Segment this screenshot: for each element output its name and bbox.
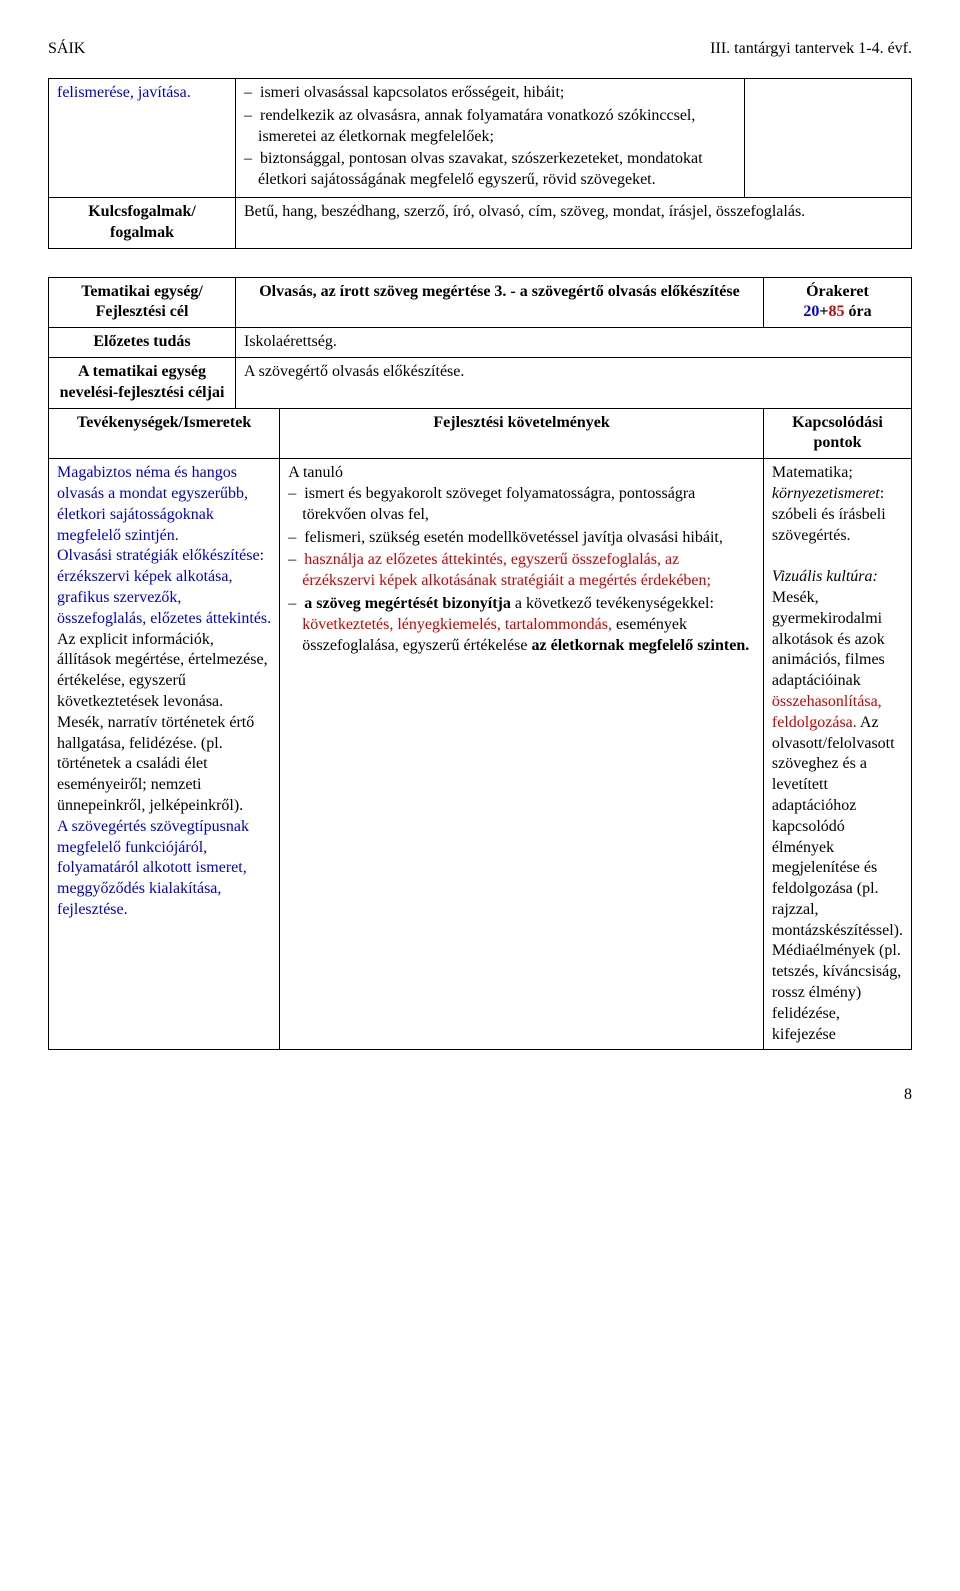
req-lead: A tanuló [288,464,343,481]
cell-thematic-label: Tematikai egység/ Fejlesztési cél [49,277,236,328]
cell-hours: Órakeret 20+85 óra [763,277,911,328]
header-left: SÁIK [48,40,85,58]
header-right: III. tantárgyi tantervek 1-4. évf. [710,40,912,58]
th-connections: Kapcsolódási pontok [763,408,911,459]
table-row: felismerése, javítása. ismeri olvasással… [49,79,912,198]
act-p2: Olvasási stratégiák előkészítése: érzéks… [57,547,271,626]
th-requirements: Fejlesztési követelmények [280,408,764,459]
cell-goals-label: A tematikai egység nevelési-fejlesztési … [49,357,236,408]
list-item: a szöveg megértését bizonyítja a követke… [302,594,755,656]
conn-p2-b: Az olvasott/felolvasott szöveghez és a l… [772,714,903,1043]
cell-activities: Magabiztos néma és hangos olvasás a mond… [49,459,280,1050]
conn-p1-em: környezetismeret [772,485,880,502]
act-p3b: Mesék, narratív történetek értő hallgatá… [57,714,254,814]
conn-p1-label: Matematika [772,464,848,481]
conn-p2-em: Vizuális kultúra: [772,568,878,585]
act-p1: Magabiztos néma és hangos olvasás a mond… [57,464,248,543]
cell-abilities: ismeri olvasással kapcsolatos erősségeit… [236,79,745,198]
conn-p1-sep: ; [848,464,852,481]
list-item: rendelkezik az olvasásra, annak folyamat… [258,106,736,148]
cell-requirements: A tanuló ismert és begyakorolt szöveget … [280,459,764,1050]
cell-recognition: felismerése, javítása. [49,79,236,198]
list-item: felismeri, szükség esetén modellkövetéss… [302,528,755,549]
hours-label: Órakeret [806,283,869,300]
cell-prereq-label: Előzetes tudás [49,328,236,358]
cell-prereq-value: Iskolaérettség. [236,328,912,358]
table-upper: felismerése, javítása. ismeri olvasással… [48,78,912,249]
hours-b: 85 [828,303,844,320]
table-row: Tematikai egység/ Fejlesztési cél Olvasá… [49,277,912,328]
cell-connections: Matematika; környezetismeret: szóbeli és… [763,459,911,1050]
page-number: 8 [48,1086,912,1104]
list-item: ismeri olvasással kapcsolatos erősségeit… [258,83,736,104]
page-header: SÁIK III. tantárgyi tantervek 1-4. évf. [48,40,912,58]
conn-p2-a: Mesék, gyermekirodalmi alkotások és azok… [772,589,885,689]
table-row: Kulcsfogalmak/ fogalmak Betű, hang, besz… [49,197,912,248]
hours-unit: óra [844,303,871,320]
cell-empty [745,79,912,198]
list-item: használja az előzetes áttekintés, egysze… [302,550,755,592]
table-row: A tematikai egység nevelési-fejlesztési … [49,357,912,408]
th-activities: Tevékenységek/Ismeretek [49,408,280,459]
table-row: Tevékenységek/Ismeretek Fejlesztési köve… [49,408,912,459]
act-p3a: Az explicit információk, állítások megér… [57,631,268,710]
cell-keyconcepts-value: Betű, hang, beszédhang, szerző, író, olv… [236,197,912,248]
cell-goals-value: A szövegértő olvasás előkészítése. [236,357,912,408]
table-lower: Tematikai egység/ Fejlesztési cél Olvasá… [48,277,912,1051]
act-p4: A szövegértés szövegtípusnak megfelelő f… [57,818,249,918]
cell-keyconcepts-label: Kulcsfogalmak/ fogalmak [49,197,236,248]
list-item: ismert és begyakorolt szöveget folyamato… [302,484,755,526]
cell-thematic-title: Olvasás, az írott szöveg megértése 3. - … [236,277,764,328]
hours-a: 20 [803,303,819,320]
table-row: Magabiztos néma és hangos olvasás a mond… [49,459,912,1050]
list-item: biztonsággal, pontosan olvas szavakat, s… [258,149,736,191]
table-row: Előzetes tudás Iskolaérettség. [49,328,912,358]
